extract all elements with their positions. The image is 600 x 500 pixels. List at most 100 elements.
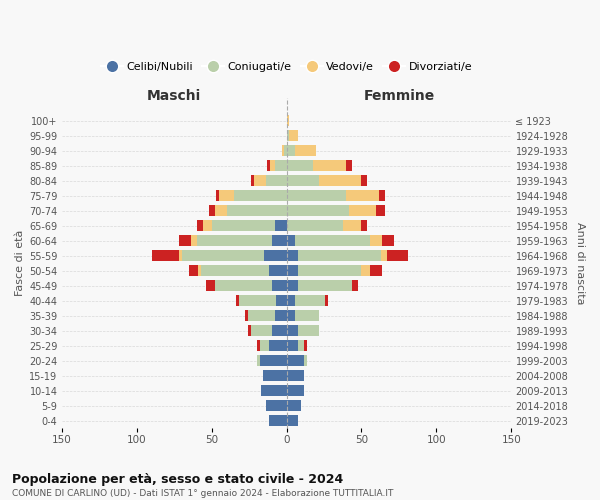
Bar <box>287 220 343 232</box>
Bar <box>266 175 287 186</box>
Bar <box>276 295 287 306</box>
Bar <box>284 145 287 156</box>
Bar <box>197 235 272 246</box>
Bar <box>257 340 260 351</box>
Bar <box>361 175 367 186</box>
Bar <box>287 415 298 426</box>
Bar <box>209 205 215 216</box>
Bar <box>381 250 387 262</box>
Bar <box>387 250 408 262</box>
Bar <box>251 325 272 336</box>
Legend: Celibi/Nubili, Coniugati/e, Vedovi/e, Divorziati/e: Celibi/Nubili, Coniugati/e, Vedovi/e, Di… <box>97 58 476 76</box>
Bar <box>287 160 313 172</box>
Bar <box>287 325 298 336</box>
Bar <box>261 385 287 396</box>
Bar <box>361 220 367 232</box>
Bar <box>289 130 298 141</box>
Text: Femmine: Femmine <box>363 89 434 103</box>
Bar <box>248 310 275 322</box>
Bar <box>361 265 370 276</box>
Bar <box>287 250 298 262</box>
Bar <box>319 175 361 186</box>
Bar <box>298 340 304 351</box>
Bar <box>287 280 298 291</box>
Bar <box>251 175 254 186</box>
Bar <box>287 385 304 396</box>
Bar <box>257 355 260 366</box>
Bar <box>227 205 287 216</box>
Bar <box>179 250 182 262</box>
Bar <box>219 190 234 202</box>
Bar <box>287 205 349 216</box>
Bar <box>197 220 203 232</box>
Bar <box>182 250 264 262</box>
Bar <box>275 310 287 322</box>
Bar <box>287 130 289 141</box>
Bar <box>275 160 287 172</box>
Bar <box>287 145 295 156</box>
Bar <box>234 190 287 202</box>
Bar <box>370 265 382 276</box>
Bar <box>179 235 191 246</box>
Bar <box>215 280 272 291</box>
Bar <box>206 280 215 291</box>
Y-axis label: Fasce di età: Fasce di età <box>15 230 25 296</box>
Bar <box>298 250 381 262</box>
Bar <box>287 235 295 246</box>
Bar <box>260 355 287 366</box>
Bar <box>287 370 304 381</box>
Bar <box>267 160 270 172</box>
Bar <box>313 160 346 172</box>
Bar <box>287 190 346 202</box>
Bar <box>295 235 370 246</box>
Text: COMUNE DI CARLINO (UD) - Dati ISTAT 1° gennaio 2024 - Elaborazione TUTTITALIA.IT: COMUNE DI CARLINO (UD) - Dati ISTAT 1° g… <box>12 489 394 498</box>
Bar <box>304 355 307 366</box>
Bar <box>370 235 382 246</box>
Bar <box>298 265 361 276</box>
Bar <box>287 340 298 351</box>
Bar <box>212 220 275 232</box>
Bar <box>215 205 227 216</box>
Bar <box>298 325 319 336</box>
Bar <box>282 145 284 156</box>
Bar <box>203 220 212 232</box>
Bar <box>295 295 325 306</box>
Bar <box>264 250 287 262</box>
Bar <box>260 340 269 351</box>
Bar <box>287 265 298 276</box>
Bar <box>298 280 352 291</box>
Bar <box>269 340 287 351</box>
Bar <box>343 220 361 232</box>
Bar <box>239 295 276 306</box>
Bar <box>346 160 352 172</box>
Bar <box>254 175 266 186</box>
Bar <box>287 310 295 322</box>
Bar <box>287 175 319 186</box>
Bar <box>189 265 198 276</box>
Bar <box>248 325 251 336</box>
Bar <box>191 235 197 246</box>
Bar <box>272 235 287 246</box>
Bar <box>272 280 287 291</box>
Bar <box>376 205 385 216</box>
Bar <box>287 295 295 306</box>
Bar <box>352 280 358 291</box>
Bar <box>382 235 394 246</box>
Bar <box>270 160 275 172</box>
Bar <box>325 295 328 306</box>
Bar <box>287 115 289 126</box>
Bar <box>379 190 385 202</box>
Bar <box>349 205 376 216</box>
Bar <box>269 265 287 276</box>
Y-axis label: Anni di nascita: Anni di nascita <box>575 222 585 304</box>
Bar <box>295 145 316 156</box>
Bar <box>201 265 269 276</box>
Bar <box>295 310 319 322</box>
Text: Maschi: Maschi <box>147 89 201 103</box>
Bar <box>198 265 201 276</box>
Bar <box>287 400 301 411</box>
Bar <box>263 370 287 381</box>
Bar <box>269 415 287 426</box>
Text: Popolazione per età, sesso e stato civile - 2024: Popolazione per età, sesso e stato civil… <box>12 472 343 486</box>
Bar <box>216 190 219 202</box>
